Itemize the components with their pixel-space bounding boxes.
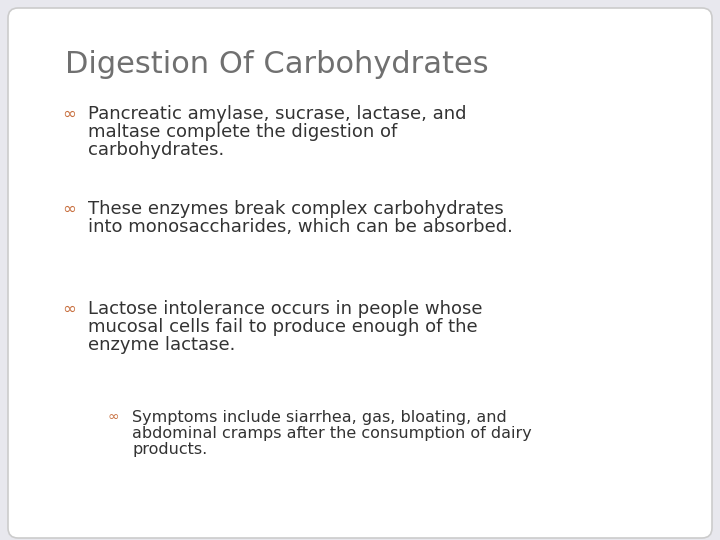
Text: abdominal cramps after the consumption of dairy: abdominal cramps after the consumption o…	[132, 426, 532, 441]
Text: carbohydrates.: carbohydrates.	[88, 141, 224, 159]
Text: Symptoms include siarrhea, gas, bloating, and: Symptoms include siarrhea, gas, bloating…	[132, 410, 507, 425]
FancyBboxPatch shape	[8, 8, 712, 538]
Text: Digestion Of Carbohydrates: Digestion Of Carbohydrates	[65, 50, 489, 79]
Text: products.: products.	[132, 442, 207, 457]
Text: mucosal cells fail to produce enough of the: mucosal cells fail to produce enough of …	[88, 318, 477, 336]
Text: Lactose intolerance occurs in people whose: Lactose intolerance occurs in people who…	[88, 300, 482, 318]
Text: ∞: ∞	[108, 410, 120, 424]
Text: Pancreatic amylase, sucrase, lactase, and: Pancreatic amylase, sucrase, lactase, an…	[88, 105, 467, 123]
Text: enzyme lactase.: enzyme lactase.	[88, 336, 235, 354]
Text: These enzymes break complex carbohydrates: These enzymes break complex carbohydrate…	[88, 200, 504, 218]
Text: into monosaccharides, which can be absorbed.: into monosaccharides, which can be absor…	[88, 218, 513, 236]
Text: ∞: ∞	[62, 200, 76, 218]
Text: ∞: ∞	[62, 300, 76, 318]
Text: ∞: ∞	[62, 105, 76, 123]
Text: maltase complete the digestion of: maltase complete the digestion of	[88, 123, 397, 141]
